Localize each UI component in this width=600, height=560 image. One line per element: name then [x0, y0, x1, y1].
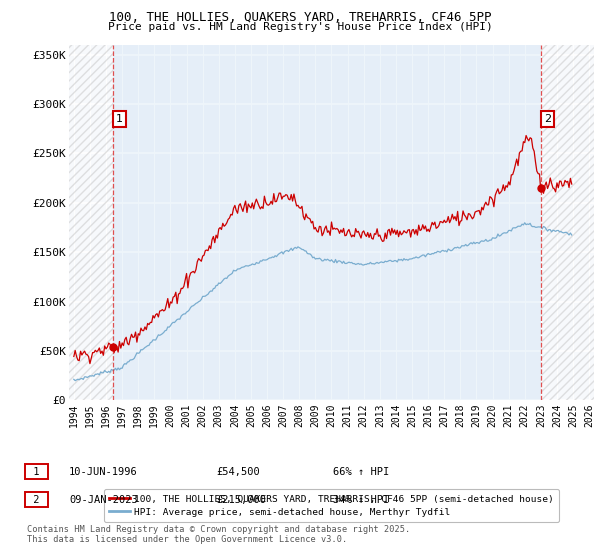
Text: £215,000: £215,000 — [216, 494, 266, 505]
Text: 09-JAN-2023: 09-JAN-2023 — [69, 494, 138, 505]
Text: 1: 1 — [27, 466, 46, 477]
Text: £54,500: £54,500 — [216, 466, 260, 477]
Text: 34% ↑ HPI: 34% ↑ HPI — [333, 494, 389, 505]
Text: 2: 2 — [544, 114, 551, 124]
Text: Price paid vs. HM Land Registry's House Price Index (HPI): Price paid vs. HM Land Registry's House … — [107, 22, 493, 32]
Bar — [69, 45, 113, 400]
Text: 10-JUN-1996: 10-JUN-1996 — [69, 466, 138, 477]
Text: Contains HM Land Registry data © Crown copyright and database right 2025.
This d: Contains HM Land Registry data © Crown c… — [27, 525, 410, 544]
Bar — [541, 45, 594, 400]
Bar — [113, 45, 541, 400]
Legend: 100, THE HOLLIES, QUAKERS YARD, TREHARRIS, CF46 5PP (semi-detached house), HPI: : 100, THE HOLLIES, QUAKERS YARD, TREHARRI… — [104, 489, 559, 522]
Text: 100, THE HOLLIES, QUAKERS YARD, TREHARRIS, CF46 5PP: 100, THE HOLLIES, QUAKERS YARD, TREHARRI… — [109, 11, 491, 24]
Text: 66% ↑ HPI: 66% ↑ HPI — [333, 466, 389, 477]
Text: 2: 2 — [27, 494, 46, 505]
Text: 1: 1 — [116, 114, 123, 124]
